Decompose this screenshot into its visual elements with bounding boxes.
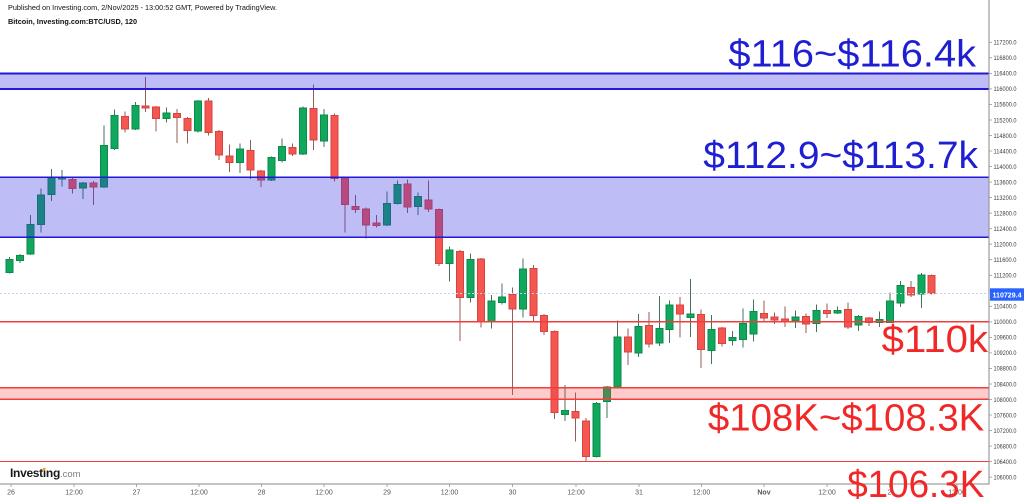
svg-text:27: 27 bbox=[133, 490, 141, 497]
svg-text:108000.0: 108000.0 bbox=[994, 397, 1017, 404]
svg-text:110729.4: 110729.4 bbox=[993, 292, 1022, 299]
svg-text:116000.0: 116000.0 bbox=[994, 86, 1017, 93]
svg-text:$112.9~$113.7k: $112.9~$113.7k bbox=[703, 135, 979, 177]
svg-text:112800.0: 112800.0 bbox=[994, 210, 1017, 217]
svg-text:111600.0: 111600.0 bbox=[994, 257, 1017, 264]
svg-text:115200.0: 115200.0 bbox=[994, 117, 1017, 124]
svg-text:111200.0: 111200.0 bbox=[994, 273, 1017, 280]
svg-text:2: 2 bbox=[888, 490, 892, 497]
svg-text:12:00: 12:00 bbox=[315, 490, 333, 497]
svg-text:116800.0: 116800.0 bbox=[994, 55, 1017, 62]
svg-text:12:00: 12:00 bbox=[441, 490, 459, 497]
svg-text:Published on Investing.com, 2/: Published on Investing.com, 2/Nov/2025 -… bbox=[8, 5, 277, 12]
svg-text:$116~$116.4k: $116~$116.4k bbox=[728, 33, 977, 75]
svg-text:13:00: 13:00 bbox=[948, 490, 966, 497]
svg-text:113600.0: 113600.0 bbox=[994, 179, 1017, 186]
svg-text:107200.0: 107200.0 bbox=[994, 428, 1017, 435]
svg-text:$108K~$108.3K: $108K~$108.3K bbox=[708, 398, 984, 440]
svg-text:Nov: Nov bbox=[757, 490, 770, 497]
svg-text:110000.0: 110000.0 bbox=[994, 319, 1017, 326]
svg-text:113200.0: 113200.0 bbox=[994, 195, 1017, 202]
svg-text:109600.0: 109600.0 bbox=[994, 335, 1017, 342]
svg-text:110400.0: 110400.0 bbox=[994, 304, 1017, 311]
svg-text:106400.0: 106400.0 bbox=[994, 459, 1017, 466]
svg-text:108400.0: 108400.0 bbox=[994, 381, 1017, 388]
svg-text:30: 30 bbox=[509, 490, 517, 497]
svg-text:Investing.com: Investing.com bbox=[10, 466, 81, 480]
svg-text:114400.0: 114400.0 bbox=[994, 148, 1017, 155]
svg-text:112400.0: 112400.0 bbox=[994, 226, 1017, 233]
svg-text:31: 31 bbox=[635, 490, 643, 497]
svg-text:$106.3K: $106.3K bbox=[847, 464, 984, 499]
svg-text:$110k: $110k bbox=[882, 319, 989, 361]
svg-text:12:00: 12:00 bbox=[567, 490, 585, 497]
svg-text:12:00: 12:00 bbox=[818, 490, 836, 497]
svg-text:29: 29 bbox=[383, 490, 391, 497]
svg-text:Bitcoin, Investing.com:BTC/USD: Bitcoin, Investing.com:BTC/USD, 120 bbox=[8, 19, 137, 26]
svg-text:112000.0: 112000.0 bbox=[994, 242, 1017, 249]
svg-text:12:00: 12:00 bbox=[190, 490, 208, 497]
svg-text:116400.0: 116400.0 bbox=[994, 71, 1017, 78]
svg-text:106000.0: 106000.0 bbox=[994, 474, 1017, 481]
svg-text:12:00: 12:00 bbox=[693, 490, 711, 497]
svg-text:12:00: 12:00 bbox=[65, 490, 83, 497]
svg-text:28: 28 bbox=[258, 490, 266, 497]
svg-text:117200.0: 117200.0 bbox=[994, 40, 1017, 47]
svg-text:114000.0: 114000.0 bbox=[994, 164, 1017, 171]
svg-text:106800.0: 106800.0 bbox=[994, 443, 1017, 450]
svg-text:26: 26 bbox=[7, 490, 15, 497]
svg-text:115600.0: 115600.0 bbox=[994, 102, 1017, 109]
svg-text:109200.0: 109200.0 bbox=[994, 350, 1017, 357]
svg-text:108800.0: 108800.0 bbox=[994, 366, 1017, 373]
svg-text:107600.0: 107600.0 bbox=[994, 412, 1017, 419]
svg-text:114800.0: 114800.0 bbox=[994, 133, 1017, 140]
